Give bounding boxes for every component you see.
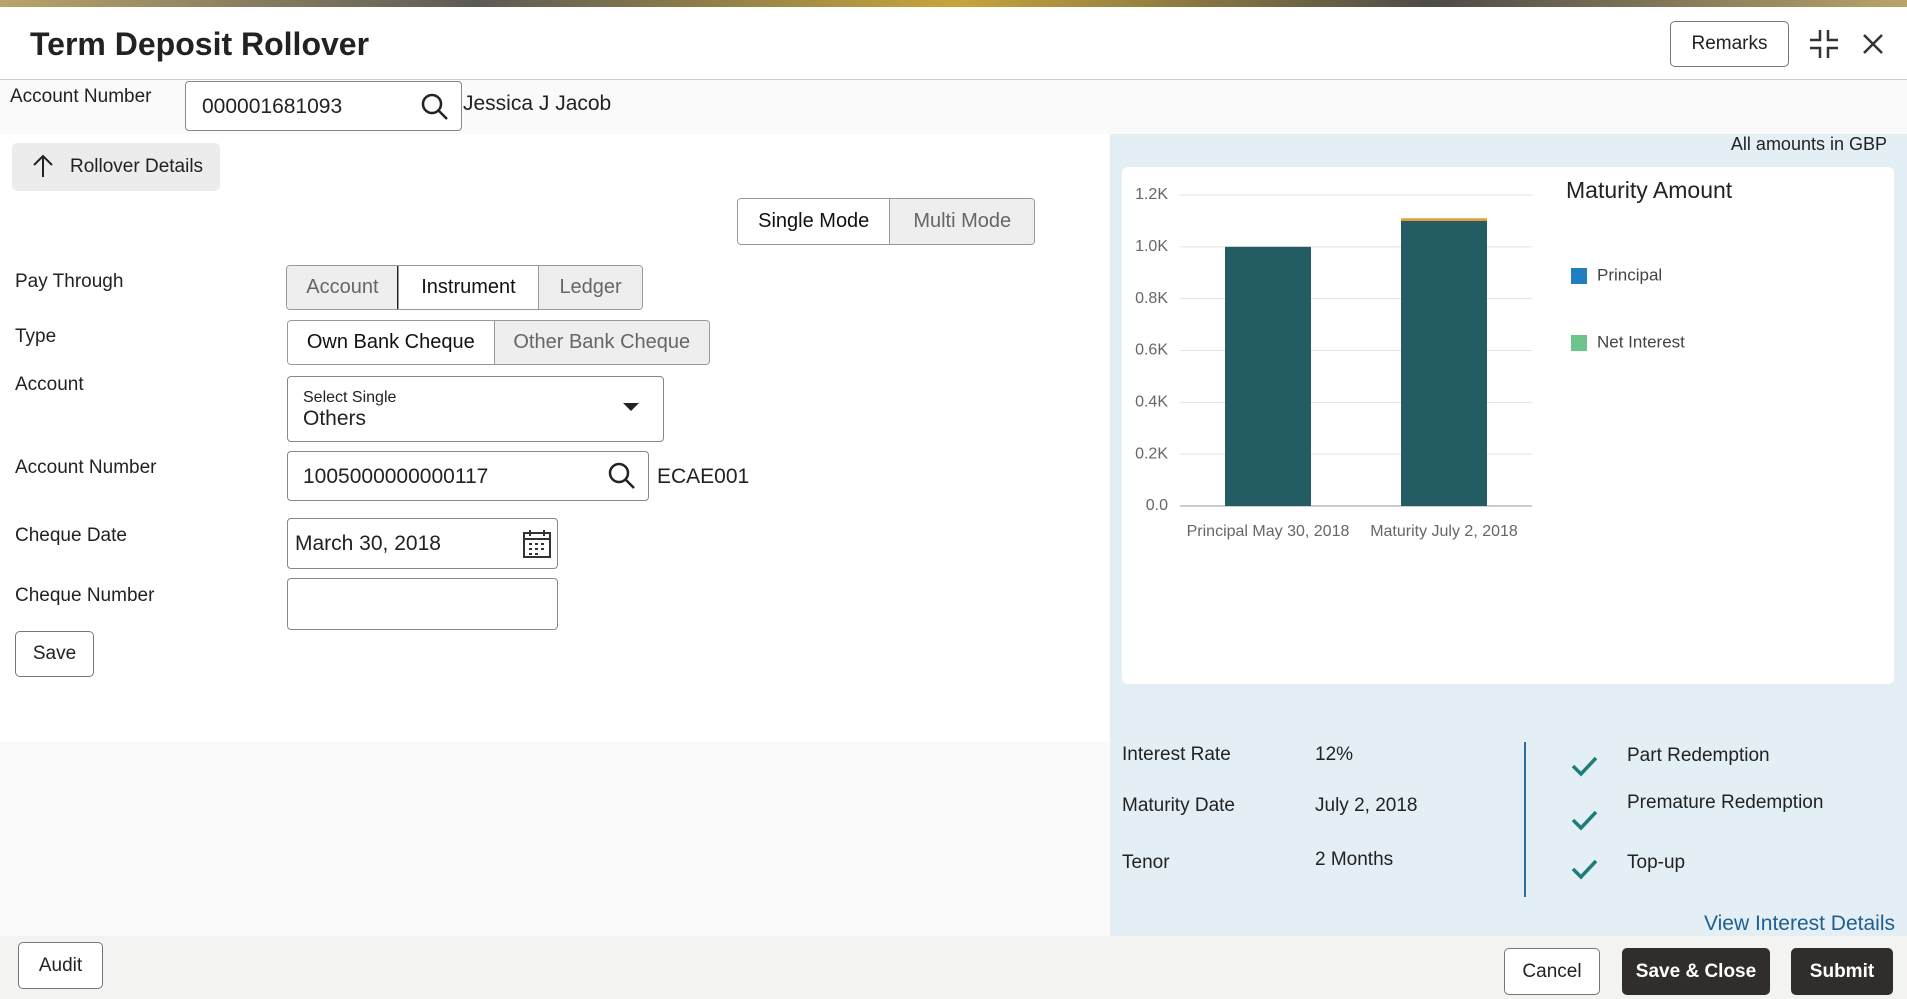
check-icons (1571, 756, 1598, 880)
save-button[interactable]: Save (15, 631, 94, 677)
search-icon[interactable] (607, 461, 637, 491)
rollover-details-button[interactable]: Rollover Details (12, 143, 220, 191)
account-number-input[interactable] (287, 451, 649, 501)
pay-through-toggle: Account Instrument Ledger (286, 265, 643, 310)
single-mode[interactable]: Single Mode (738, 199, 891, 244)
option[interactable]: Account (287, 266, 398, 309)
collapse-icon (33, 154, 53, 177)
dropdown-arrow (623, 403, 639, 411)
account-select[interactable] (287, 376, 664, 442)
submit-button[interactable]: Submit (1791, 948, 1893, 995)
calendar-icon[interactable] (522, 529, 552, 559)
option[interactable]: Ledger (538, 266, 642, 309)
summary-label: Maturity Date (1122, 795, 1235, 816)
cheque-date-input[interactable] (287, 518, 558, 569)
summary-value: 12% (1315, 744, 1354, 765)
account-number-label: Account Number (15, 457, 157, 478)
summary-value: July 2, 2018 (1315, 795, 1418, 816)
account-select-label: Account (15, 374, 84, 395)
option[interactable]: Own Bank Cheque (288, 321, 495, 364)
page-title: Term Deposit Rollover (30, 26, 370, 62)
select-value: Others (303, 407, 367, 430)
feature: Top-up (1627, 852, 1686, 873)
account-number-value: 1005000000000117 (303, 465, 489, 488)
cheque-number-label: Cheque Number (15, 585, 155, 606)
minimize-icon[interactable] (1808, 28, 1840, 60)
pay-through-label: Pay Through (15, 271, 124, 292)
account-input[interactable] (185, 81, 462, 131)
chart-card (1122, 167, 1894, 684)
search-icon[interactable] (420, 92, 450, 122)
feature: Premature Redemption (1627, 792, 1824, 813)
select-hint: Select Single (303, 389, 397, 406)
header (0, 7, 1907, 80)
currency-note: All amounts in GBP (1730, 134, 1887, 154)
branch-code: ECAE001 (657, 465, 750, 488)
option[interactable]: Instrument (396, 266, 540, 309)
audit-button[interactable]: Audit (18, 942, 103, 989)
divider (1524, 742, 1526, 897)
account-number: 000001681093 (202, 95, 343, 118)
account-label: Account Number (10, 86, 152, 107)
close-icon[interactable] (1862, 33, 1884, 55)
feature: Part Redemption (1627, 745, 1770, 766)
summary-label: Interest Rate (1122, 744, 1231, 765)
multi-mode[interactable]: Multi Mode (889, 199, 1034, 244)
customer-name: Jessica J Jacob (463, 92, 612, 115)
option[interactable]: Other Bank Cheque (493, 321, 709, 364)
mode-toggle: Single Mode Multi Mode (737, 198, 1035, 245)
save-close-button[interactable]: Save & Close (1622, 948, 1770, 995)
summary-label: Tenor (1122, 852, 1170, 873)
cheque-date-label: Cheque Date (15, 525, 127, 546)
top-strip (0, 0, 1907, 7)
type-label: Type (15, 326, 57, 347)
summary-value: 2 Months (1315, 849, 1394, 870)
cheque-number-input[interactable] (287, 578, 558, 630)
view-interest-link[interactable]: View Interest Details (1703, 912, 1895, 935)
footer (0, 936, 1907, 999)
cheque-date-value: March 30, 2018 (295, 532, 441, 555)
type-toggle: Own Bank Cheque Other Bank Cheque (287, 320, 710, 365)
cancel-button[interactable]: Cancel (1504, 948, 1600, 995)
remarks-button[interactable]: Remarks (1670, 21, 1789, 67)
